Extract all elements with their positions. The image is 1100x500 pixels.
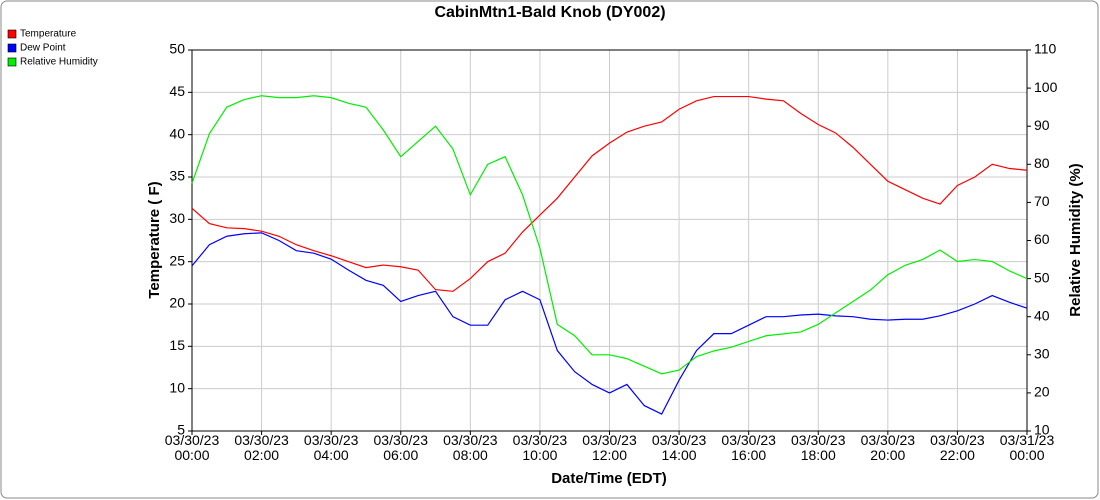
series-line	[191, 95, 1028, 292]
y2-tick-label: 40	[1034, 307, 1050, 323]
y-tick-label: 5	[177, 422, 185, 438]
y-tick-label: 10	[169, 379, 185, 395]
y2-tick-label: 110	[1034, 41, 1057, 57]
x-tick-label: 03/30/23 14:00	[651, 432, 707, 463]
legend-label: Temperature	[20, 29, 77, 40]
x-tick-label: 03/31/23 00:00	[999, 432, 1055, 463]
y2-tick-label: 50	[1034, 269, 1050, 285]
y-tick-label: 25	[169, 252, 185, 268]
y2-tick-label: 10	[1034, 422, 1050, 438]
x-tick-label: 03/30/23 02:00	[234, 432, 289, 463]
y2-tick-label: 80	[1034, 155, 1050, 171]
x-tick-label: 03/30/23 18:00	[791, 432, 846, 463]
chart-title: CabinMtn1-Bald Knob (DY002)	[434, 4, 665, 21]
y-tick-label: 20	[169, 295, 185, 311]
series-line	[191, 232, 1028, 415]
x-tick-label: 03/30/23 06:00	[373, 432, 429, 463]
plot-border	[191, 49, 1028, 432]
y2-tick-label: 90	[1034, 117, 1050, 133]
y-tick-label: 50	[169, 41, 185, 57]
x-tick-label: 03/30/23 16:00	[721, 432, 776, 463]
legend-swatch	[7, 43, 17, 53]
x-axis-label: Date/Time (EDT)	[551, 470, 667, 487]
legend-swatch	[7, 29, 17, 39]
y2-tick-label: 70	[1034, 193, 1050, 209]
legend-swatch	[7, 57, 17, 67]
x-tick-label: 03/30/23 00:00	[164, 432, 220, 463]
y2-tick-label: 20	[1034, 384, 1050, 400]
y2-tick-label: 60	[1034, 231, 1050, 247]
legend-label: Relative Humidity	[20, 57, 98, 68]
x-tick-label: 03/30/23 10:00	[512, 432, 568, 463]
y-tick-label: 35	[169, 168, 185, 184]
y-tick-label: 15	[169, 337, 185, 353]
series-line	[191, 95, 1028, 375]
y2-tick-label: 30	[1034, 346, 1050, 362]
y2-axis-label: Relative Humidity (%)	[1067, 163, 1084, 316]
y-tick-label: 30	[169, 210, 185, 226]
y-tick-label: 45	[169, 83, 185, 99]
y2-tick-label: 100	[1034, 79, 1058, 95]
x-tick-label: 03/30/23 04:00	[303, 432, 359, 463]
legend-label: Dew Point	[20, 43, 66, 54]
x-tick-label: 03/30/23 20:00	[860, 432, 916, 463]
x-tick-label: 03/30/23 12:00	[582, 432, 637, 463]
x-tick-label: 03/30/23 08:00	[443, 432, 498, 463]
y-tick-label: 40	[169, 125, 185, 141]
x-tick-label: 03/30/23 22:00	[930, 432, 985, 463]
y-axis-label: Temperature ( F)	[146, 181, 163, 298]
